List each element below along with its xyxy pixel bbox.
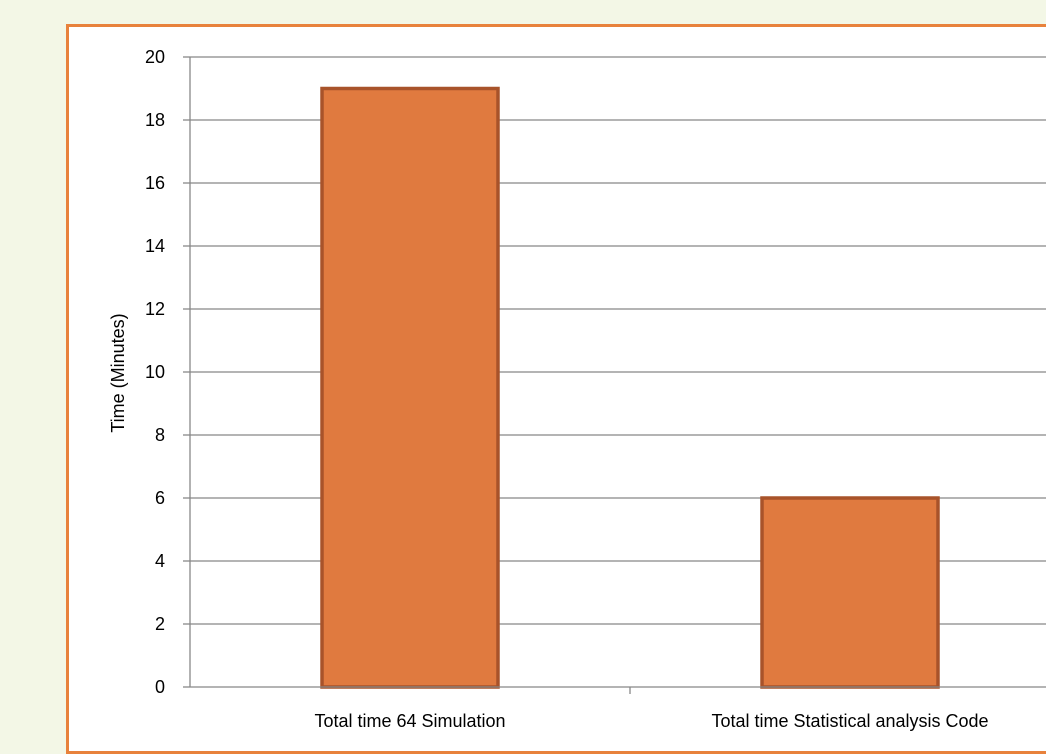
x-tick-labels: Total time 64 Simulation Total time Stati… xyxy=(314,711,988,731)
axes xyxy=(183,56,1046,694)
y-tick-label: 14 xyxy=(145,236,165,256)
y-tick-label: 12 xyxy=(145,299,165,319)
y-tick-label: 2 xyxy=(155,614,165,634)
y-tick-label: 4 xyxy=(155,551,165,571)
y-tick-label: 18 xyxy=(145,110,165,130)
y-tick-label: 16 xyxy=(145,173,165,193)
x-tick-label: Total time 64 Simulation xyxy=(314,711,505,731)
x-tick-label: Total time Statistical analysis Code xyxy=(711,711,988,731)
y-tick-labels: 0 2 4 6 8 10 12 14 16 18 20 xyxy=(145,47,165,697)
y-tick-label: 6 xyxy=(155,488,165,508)
y-tick-label: 8 xyxy=(155,425,165,445)
bar-chart: 0 2 4 6 8 10 12 14 16 18 20 Total time 64 Simulati… xyxy=(108,47,1046,731)
y-tick-label: 20 xyxy=(145,47,165,67)
y-tick-label: 0 xyxy=(155,677,165,697)
bar-0 xyxy=(320,86,500,689)
bars xyxy=(320,86,940,689)
y-tick-label: 10 xyxy=(145,362,165,382)
y-axis-title: Time (Minutes) xyxy=(108,313,128,432)
bar-1 xyxy=(760,496,940,689)
